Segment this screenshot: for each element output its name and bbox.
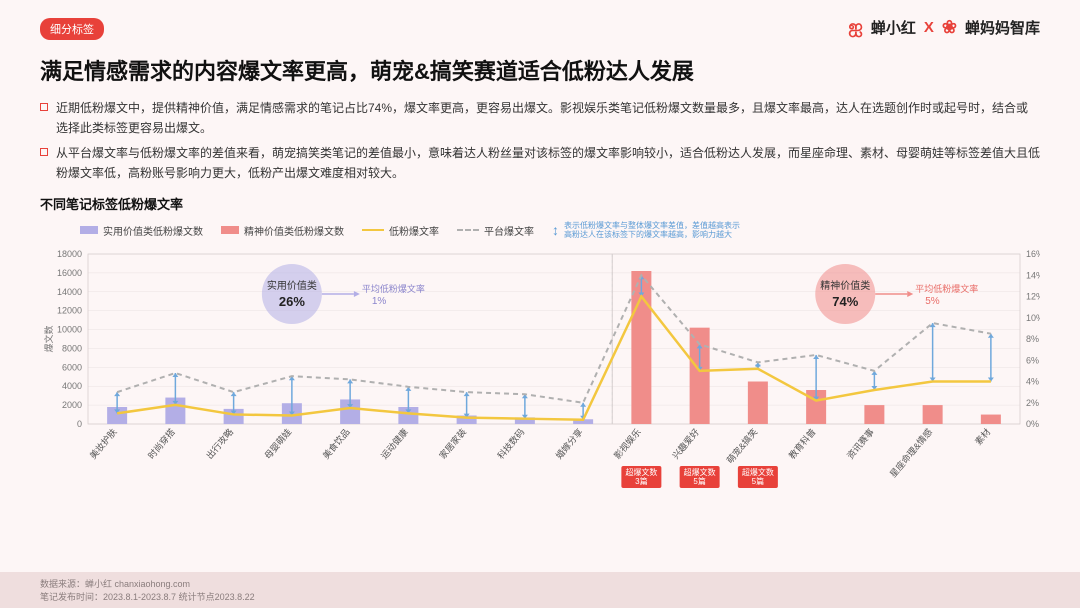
legend-bar2: 精神价值类低粉爆文数 xyxy=(244,223,344,238)
swatch-bar1 xyxy=(80,226,98,234)
chart-title: 不同笔记标签低粉爆文率 xyxy=(40,194,1040,213)
swatch-line2 xyxy=(457,229,479,231)
svg-text:8000: 8000 xyxy=(62,343,82,353)
svg-text:8%: 8% xyxy=(1026,334,1039,344)
svg-text:超爆文数: 超爆文数 xyxy=(742,467,774,477)
svg-text:素材: 素材 xyxy=(972,426,992,447)
svg-text:14%: 14% xyxy=(1026,270,1040,280)
legend-line1: 低粉爆文率 xyxy=(389,223,439,238)
diff-note: 表示低粉爆文率与整体爆文率差值，差值越高表示 高粉达人在该标签下的爆文率越高，影… xyxy=(564,221,740,240)
logo-a-icon: ஐ xyxy=(848,16,862,39)
svg-text:平均低粉爆文率: 平均低粉爆文率 xyxy=(915,283,978,294)
svg-text:爆文数: 爆文数 xyxy=(43,325,54,352)
svg-text:科技数码: 科技数码 xyxy=(495,426,527,461)
page-title: 满足情感需求的内容爆文率更高，萌宠&搞笑赛道适合低粉达人发展 xyxy=(40,54,1040,86)
svg-text:萌宠&搞笑: 萌宠&搞笑 xyxy=(724,426,759,465)
svg-text:1%: 1% xyxy=(372,296,387,307)
footer-line2: 笔记发布时间：2023.8.1-2023.8.7 统计节点2023.8.22 xyxy=(40,590,1040,603)
svg-text:超爆文数: 超爆文数 xyxy=(625,467,657,477)
svg-text:5篇: 5篇 xyxy=(752,476,764,486)
svg-text:5%: 5% xyxy=(925,296,940,307)
svg-text:12000: 12000 xyxy=(57,305,82,315)
bullet-1: 近期低粉爆文中，提供精神价值，满足情感需求的笔记占比74%，爆文率更高，更容易出… xyxy=(56,98,1040,139)
bullet-2: 从平台爆文率与低粉爆文率的差值来看，萌宠搞笑类笔记的差值最小，意味着达人粉丝量对… xyxy=(56,143,1040,184)
footer: 数据来源：蝉小红 chanxiaohong.com 笔记发布时间：2023.8.… xyxy=(0,572,1080,608)
svg-text:0: 0 xyxy=(77,419,82,429)
chart-area: 0 2000 4000 6000 8000 10000 12000 14000 16000 180… xyxy=(40,244,1040,504)
svg-text:实用价值类: 实用价值类 xyxy=(267,279,317,292)
legend-bar1: 实用价值类低粉爆文数 xyxy=(103,223,203,238)
svg-text:出行攻略: 出行攻略 xyxy=(204,426,236,461)
bullet-list: 近期低粉爆文中，提供精神价值，满足情感需求的笔记占比74%，爆文率更高，更容易出… xyxy=(40,98,1040,184)
svg-text:超爆文数: 超爆文数 xyxy=(684,467,716,477)
svg-text:影视娱乐: 影视娱乐 xyxy=(611,426,643,461)
svg-text:星座命理&情感: 星座命理&情感 xyxy=(887,426,934,479)
svg-text:2000: 2000 xyxy=(62,400,82,410)
section-tag: 细分标签 xyxy=(40,18,104,40)
svg-text:教育科普: 教育科普 xyxy=(786,426,818,461)
svg-text:精神价值类: 精神价值类 xyxy=(820,279,870,292)
svg-text:10000: 10000 xyxy=(57,324,82,334)
bullet-icon xyxy=(40,148,48,156)
footer-line1: 数据来源：蝉小红 chanxiaohong.com xyxy=(40,577,1040,590)
legend: 实用价值类低粉爆文数 精神价值类低粉爆文数 低粉爆文率 平台爆文率 ↕ 表示低粉爆… xyxy=(80,221,1040,240)
svg-text:16%: 16% xyxy=(1026,249,1040,259)
legend-line2: 平台爆文率 xyxy=(484,223,534,238)
logo-b: 蝉妈妈智库 xyxy=(965,17,1040,38)
svg-text:74%: 74% xyxy=(832,294,858,309)
bullet-icon xyxy=(40,103,48,111)
swatch-line1 xyxy=(362,229,384,231)
svg-text:兴趣爱好: 兴趣爱好 xyxy=(670,426,702,461)
svg-text:14000: 14000 xyxy=(57,287,82,297)
svg-text:16000: 16000 xyxy=(57,268,82,278)
logo-b-icon: ❀ xyxy=(942,17,957,38)
svg-text:运动健康: 运动健康 xyxy=(378,426,410,461)
svg-text:平均低粉爆文率: 平均低粉爆文率 xyxy=(362,283,425,294)
svg-text:0%: 0% xyxy=(1026,419,1039,429)
swatch-bar2 xyxy=(221,226,239,234)
svg-text:12%: 12% xyxy=(1026,291,1040,301)
svg-text:家居家装: 家居家装 xyxy=(437,426,469,461)
svg-text:母婴萌娃: 母婴萌娃 xyxy=(262,426,294,461)
svg-text:26%: 26% xyxy=(279,294,305,309)
svg-text:5篇: 5篇 xyxy=(693,476,705,486)
svg-text:6%: 6% xyxy=(1026,355,1039,365)
svg-text:4000: 4000 xyxy=(62,381,82,391)
diff-arrow-icon: ↕ xyxy=(552,222,559,238)
svg-text:婚嫁分享: 婚嫁分享 xyxy=(553,426,585,461)
svg-text:时尚穿搭: 时尚穿搭 xyxy=(145,426,177,461)
svg-text:10%: 10% xyxy=(1026,313,1040,323)
svg-text:18000: 18000 xyxy=(57,249,82,259)
logo-row: ஐ 蝉小红 X ❀ 蝉妈妈智库 xyxy=(848,16,1040,39)
svg-text:2%: 2% xyxy=(1026,398,1039,408)
combo-chart: 0 2000 4000 6000 8000 10000 12000 14000 16000 180… xyxy=(40,244,1040,504)
logo-x: X xyxy=(924,19,934,36)
svg-text:资讯赛事: 资讯赛事 xyxy=(844,426,876,461)
svg-text:4%: 4% xyxy=(1026,376,1039,386)
svg-text:美妆护肤: 美妆护肤 xyxy=(87,426,119,461)
svg-text:6000: 6000 xyxy=(62,362,82,372)
logo-a: 蝉小红 xyxy=(871,17,916,38)
svg-text:3篇: 3篇 xyxy=(635,476,647,486)
svg-text:美食饮品: 美食饮品 xyxy=(320,426,352,461)
